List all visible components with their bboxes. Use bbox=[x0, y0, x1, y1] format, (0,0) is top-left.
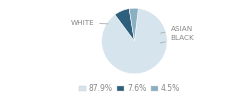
Text: ASIAN: ASIAN bbox=[161, 26, 193, 33]
Wedge shape bbox=[115, 9, 134, 41]
Wedge shape bbox=[129, 8, 138, 41]
Wedge shape bbox=[102, 8, 167, 74]
Legend: 87.9%, 7.6%, 4.5%: 87.9%, 7.6%, 4.5% bbox=[76, 81, 183, 96]
Text: WHITE: WHITE bbox=[71, 20, 108, 26]
Text: BLACK: BLACK bbox=[160, 35, 194, 43]
